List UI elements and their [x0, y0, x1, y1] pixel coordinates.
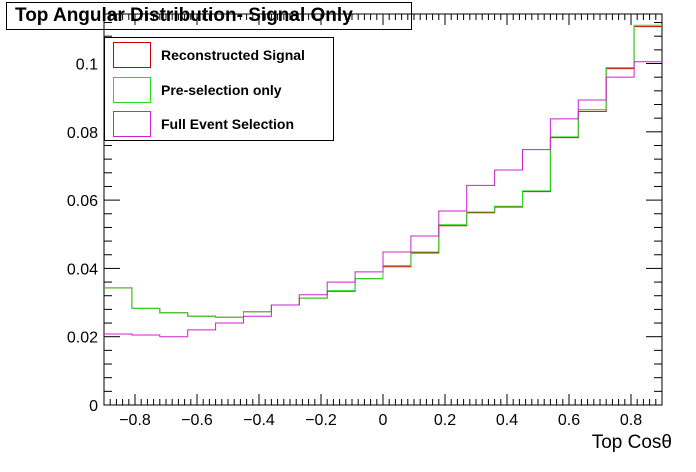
x-axis-label: Top Cosθ	[591, 432, 672, 453]
legend: Reconstructed Signal Pre-selection only …	[104, 37, 334, 141]
x-tick-label: −0.8	[119, 412, 151, 429]
legend-entry-pre-selection: Pre-selection only	[113, 77, 328, 103]
legend-swatch-pre-selection	[113, 77, 151, 103]
x-tick-label: 0.2	[434, 412, 456, 429]
y-tick-label: 0.08	[67, 125, 98, 142]
y-tick-label: 0.1	[76, 57, 98, 74]
x-tick-label: −0.2	[305, 412, 337, 429]
x-tick-label: −0.4	[243, 412, 275, 429]
x-tick-label: 0.4	[496, 412, 518, 429]
y-tick-label: 0	[89, 398, 98, 415]
y-tick-label: 0.02	[67, 330, 98, 347]
y-tick-label: 0.04	[67, 261, 98, 278]
x-tick-label: 0.8	[620, 412, 642, 429]
legend-swatch-reconstructed-signal	[113, 42, 151, 68]
series-group	[104, 24, 662, 338]
x-tick-label: −0.6	[181, 412, 213, 429]
chart-title: Top Angular Distribution- Signal Only	[6, 2, 412, 30]
legend-label-pre-selection: Pre-selection only	[161, 82, 282, 98]
legend-swatch-full-event-selection	[113, 111, 151, 137]
x-tick-label: 0.6	[558, 412, 580, 429]
legend-entry-reconstructed-signal: Reconstructed Signal	[113, 42, 328, 68]
y-tick-label: 0.06	[67, 193, 98, 210]
legend-entry-full-event-selection: Full Event Selection	[113, 111, 328, 137]
legend-label-reconstructed-signal: Reconstructed Signal	[161, 47, 305, 63]
series-line-full-event-selection	[104, 61, 662, 338]
x-tick-label: 0	[379, 412, 388, 429]
legend-label-full-event-selection: Full Event Selection	[161, 116, 295, 132]
